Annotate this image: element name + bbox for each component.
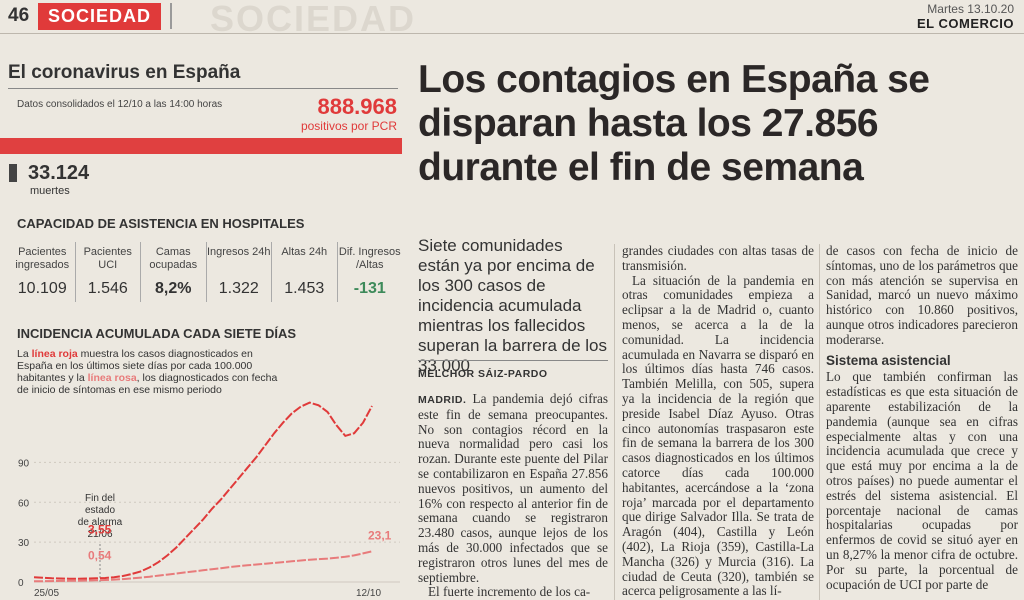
- consolidated-note: Datos consolidados el 12/10 a las 14:00 …: [17, 99, 223, 110]
- issue-date: Martes 13.10.20: [927, 2, 1014, 16]
- positives-value: 888.968: [317, 94, 397, 119]
- article-text: La pandemia dejó cifras este fin de sema…: [418, 392, 608, 585]
- column-divider: [614, 244, 615, 600]
- standfirst: Siete comunidades están ya por encima de…: [418, 236, 608, 375]
- article-subhead: Sistema asistencial: [826, 352, 951, 368]
- stat-uci: Pacientes UCI 1.546: [74, 242, 141, 302]
- y-tick-label: 90: [18, 458, 30, 469]
- series-end-label: 23,1: [368, 528, 392, 542]
- stat-ingresos: Ingresos 24h 1.322: [205, 242, 272, 302]
- section-watermark: SOCIEDAD: [210, 0, 417, 39]
- article-paragraph: grandes ciudades con altas tasas de tran…: [622, 244, 814, 273]
- article-paragraph: MADRID. La pandemia dejó cifras este fin…: [418, 392, 608, 585]
- red-line-key: línea roja: [31, 348, 78, 360]
- hospital-capacity-title: CAPACIDAD DE ASISTENCIA EN HOSPITALES: [17, 216, 305, 231]
- y-tick-label: 0: [18, 578, 24, 589]
- chart-annotation: estado: [85, 505, 115, 516]
- incidence-description: La línea roja muestra los casos diagnost…: [17, 348, 287, 396]
- stat-altas: Altas 24h 1.453: [271, 242, 337, 302]
- byline: MELCHOR SÁIZ-PARDO: [418, 368, 548, 380]
- x-tick-label: 12/10: [356, 588, 381, 599]
- red-series-line: [33, 401, 373, 580]
- incidence-title: INCIDENCIA ACUMULADA CADA SIETE DÍAS: [17, 326, 297, 341]
- stat-diferencia: Dif. Ingresos /Altas -131: [336, 242, 403, 302]
- page-number: 46: [8, 5, 30, 26]
- newspaper-name: EL COMERCIO: [917, 16, 1014, 31]
- article-column-1: MADRID. La pandemia dejó cifras este fin…: [418, 392, 608, 600]
- infographic-title: El coronavirus en España: [8, 62, 241, 83]
- stat-value: 1.322: [218, 280, 259, 297]
- series-start-label: 0,54: [88, 548, 112, 562]
- infographic: El coronavirus en España Datos consolida…: [0, 56, 405, 600]
- pink-series-line: [33, 550, 373, 583]
- article-paragraph: La situación de la pandemia en otras com…: [622, 272, 814, 599]
- hospital-stats: Pacientes ingresados 10.109 Pacientes UC…: [10, 242, 402, 302]
- stat-value: -131: [353, 280, 386, 297]
- series-start-label: 3,55: [88, 522, 112, 536]
- stat-label: Camas ocupadas: [149, 246, 198, 271]
- incidence-desc-text: La: [17, 348, 32, 360]
- chart-annotation: de alarma: [78, 517, 123, 528]
- incidence-desc-text: , los diagnosticados con fecha de inicio…: [17, 372, 278, 396]
- incidence-desc-text: muestra los casos diagnosticados en Espa…: [17, 348, 253, 384]
- infographic-title-rule: [8, 88, 398, 89]
- stat-camas: Camas ocupadas 8,2%: [140, 242, 206, 302]
- stat-value: 1.546: [87, 280, 128, 297]
- x-tick-label: 25/05: [34, 588, 59, 599]
- article-paragraph: de casos con fecha de inicio de síntomas…: [826, 244, 1018, 347]
- y-tick-label: 60: [18, 498, 30, 509]
- header-rule: [0, 33, 1024, 34]
- article-column-2: grandes ciudades con altas tasas de tran…: [622, 244, 814, 600]
- stat-label: Pacientes ingresados: [15, 246, 70, 271]
- article-column-3: de casos con fecha de inicio de síntomas…: [826, 244, 1018, 600]
- stat-label: Pacientes UCI: [83, 246, 132, 271]
- header-divider: [170, 3, 172, 29]
- deaths-value: 33.124: [28, 162, 90, 184]
- byline-rule: [418, 360, 608, 361]
- stat-label: Dif. Ingresos /Altas: [338, 246, 401, 271]
- stat-value: 8,2%: [155, 280, 192, 297]
- article-paragraph: Lo que también confirman las estadística…: [826, 369, 1018, 592]
- positives-label: positivos por PCR: [300, 119, 397, 133]
- deaths-marker: [9, 164, 17, 182]
- dateline: MADRID.: [418, 394, 467, 406]
- stat-label: Ingresos 24h: [206, 246, 271, 258]
- stat-label: Altas 24h: [281, 246, 328, 258]
- headline: Los contagios en España se disparan hast…: [418, 58, 930, 189]
- stat-value: 1.453: [284, 280, 325, 297]
- positives-bar: [0, 138, 402, 154]
- deaths-label: muertes: [30, 185, 70, 197]
- section-tag: SOCIEDAD: [38, 3, 162, 30]
- article-paragraph: El fuerte incremento de los ca-: [428, 584, 591, 600]
- chart-annotation: Fin del: [85, 493, 115, 504]
- stat-ingresados: Pacientes ingresados 10.109: [10, 242, 75, 302]
- stat-value: 10.109: [17, 280, 67, 297]
- y-tick-label: 30: [18, 538, 30, 549]
- chart-annotation: 21/06: [87, 529, 112, 540]
- column-divider: [819, 244, 820, 600]
- pink-line-key: línea rosa: [87, 372, 137, 384]
- page-header: 46 SOCIEDAD SOCIEDAD Martes 13.10.20 EL …: [0, 0, 1024, 39]
